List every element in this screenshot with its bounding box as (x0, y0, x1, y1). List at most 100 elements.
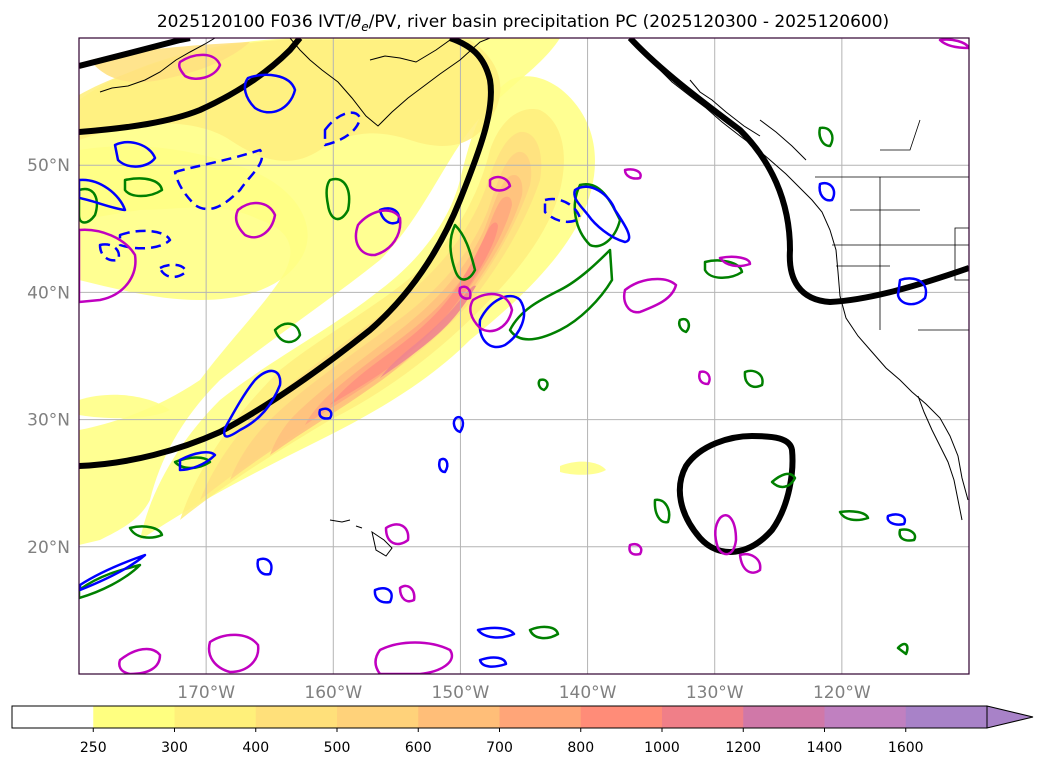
contour-overlay (79, 38, 969, 674)
lat-tick-label: 50°N (27, 156, 70, 176)
contour-line (79, 563, 142, 600)
lat-tick-label: 20°N (27, 538, 70, 558)
contour-line (818, 126, 834, 148)
colorbar-segment (662, 706, 744, 728)
contour-line (223, 369, 282, 438)
contour-line (79, 178, 127, 212)
colorbar-segment (905, 706, 988, 728)
contour-line (898, 528, 917, 542)
contour-line (384, 523, 410, 546)
colorbar-tick-label: 700 (486, 740, 513, 756)
lon-tick-label: 170°W (177, 683, 235, 703)
contour-line (528, 625, 560, 640)
contour-line (118, 229, 172, 250)
contour-line (628, 543, 643, 556)
contour-line (177, 53, 222, 80)
contour-line (325, 177, 351, 221)
map-panel (78, 37, 970, 675)
lon-tick-label: 150°W (432, 683, 490, 703)
colorbar-segment (418, 706, 500, 728)
lon-tick-label: 130°W (686, 683, 744, 703)
contour-line (718, 255, 752, 268)
contour-line (537, 378, 549, 392)
contour-line (173, 456, 212, 470)
colorbar-tick-label: 600 (405, 740, 432, 756)
ivt-shade-band (560, 461, 606, 475)
colorbar: 250 300 400 500 600 700 800 1000 1200 1400 1600 (11, 705, 1034, 756)
contour-line (896, 642, 909, 656)
contour-line (469, 292, 514, 333)
contour-line (478, 656, 508, 668)
lon-tick-label: 160°W (304, 683, 362, 703)
colorbar-segment (12, 706, 94, 728)
contour-line (207, 633, 260, 674)
contour-line (627, 38, 969, 305)
ivt-shade-band (90, 42, 250, 83)
contour-line (79, 38, 303, 135)
map-frame (78, 37, 970, 675)
contour-line (323, 111, 362, 147)
contour-line (378, 207, 401, 225)
ivt-shade-band (79, 394, 170, 419)
contour-line (79, 228, 137, 304)
colorbar-segment (743, 706, 825, 728)
colorbar-tick-label: 800 (567, 740, 594, 756)
contour-line (243, 73, 297, 114)
lat-tick-labels: 20°N 30°N 40°N 50°N (27, 156, 70, 558)
contour-line (318, 407, 333, 420)
colorbar-tick-label: 1200 (725, 740, 761, 756)
colorbar-segment (255, 706, 338, 728)
contour-line (452, 415, 465, 434)
colorbar-tick-label: 300 (161, 740, 188, 756)
lon-tick-labels: 170°W 160°W 150°W 140°W 130°W 120°W (177, 683, 871, 703)
colorbar-tick-label: 1000 (644, 740, 680, 756)
colorbar-tick-label: 400 (242, 740, 269, 756)
contour-line (354, 209, 402, 257)
contour-line (234, 201, 277, 239)
colorbar-segment (337, 706, 419, 728)
contour-line (738, 553, 762, 574)
contour-line (653, 498, 671, 524)
contour-line (128, 525, 164, 539)
lat-tick-label: 30°N (27, 411, 70, 431)
contour-line (623, 168, 642, 180)
colorbar-segment (580, 706, 663, 728)
coastline (99, 38, 969, 557)
contour-line (173, 148, 264, 211)
contour-line (698, 370, 711, 386)
contour-line (478, 294, 526, 349)
colorbar-segment (93, 706, 175, 728)
contour-line (678, 317, 691, 334)
contour-line (896, 277, 928, 306)
contour-line (508, 248, 614, 341)
contour-line (273, 322, 302, 344)
contour-line (79, 38, 191, 69)
contour-line (398, 584, 416, 603)
contour-line (886, 513, 907, 526)
ivt-shade-band (305, 196, 512, 425)
ivt-shade-band (230, 151, 532, 480)
lat-tick-label: 40°N (27, 283, 70, 303)
contour-line (838, 510, 870, 522)
contour-line (373, 587, 393, 604)
contour-line (818, 181, 836, 202)
contour-line (113, 141, 157, 168)
colorbar-extend-arrow (986, 705, 1034, 729)
contour-line (573, 185, 631, 244)
contour-line (488, 175, 512, 192)
colorbar-segment (824, 706, 907, 728)
state-borders (815, 119, 969, 331)
contour-line (118, 647, 162, 674)
contour-line (79, 553, 147, 592)
lon-tick-label: 140°W (559, 683, 617, 703)
contour-line (449, 223, 477, 281)
contour-line (714, 514, 738, 556)
contour-line (158, 263, 188, 279)
contour-line (79, 187, 99, 224)
contour-line (770, 472, 797, 489)
chart-title: 2025120100 F036 IVT/θe/PV, river basin p… (157, 12, 889, 34)
contour-line (543, 197, 582, 224)
contour-line (98, 243, 121, 262)
contour-line (476, 626, 516, 639)
